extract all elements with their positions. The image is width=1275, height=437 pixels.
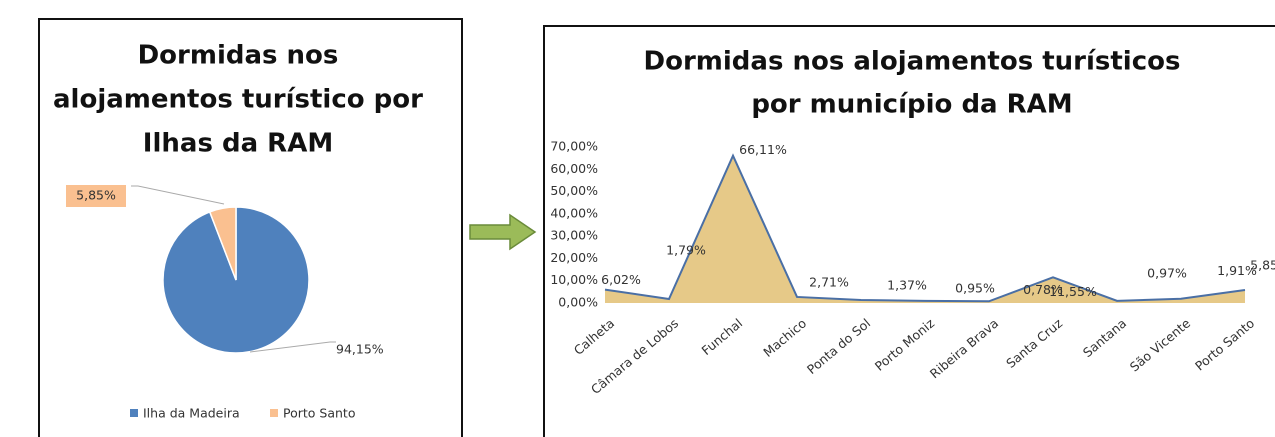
data-label: 5,85% [76,188,116,203]
legend-label: Porto Santo [283,406,355,421]
area [605,155,1245,303]
y-tick-label: 30,00% [550,228,598,243]
data-label: 0,95% [955,280,995,295]
data-label: 94,15% [336,342,384,357]
arrow [469,213,537,251]
chart-title: Dormidas nos alojamentos turísticos [644,47,1181,77]
chart-title: alojamentos turístico por [53,85,423,115]
leader-line [131,185,225,205]
data-label: 5,85% [1250,257,1275,272]
label-box [66,185,126,207]
data-label: 6,02% [601,272,641,287]
data-label: 0,97% [1147,265,1187,280]
legend-swatch [130,409,138,417]
data-label: 1,37% [887,277,927,292]
y-tick-label: 20,00% [550,250,598,265]
y-tick-label: 10,00% [550,272,598,287]
y-tick-label: 50,00% [550,183,598,198]
data-label: 2,71% [809,274,849,289]
data-label: 66,11% [739,142,787,157]
area-line [604,153,1246,303]
leader-line [249,341,336,353]
data-label: 11,55% [1049,284,1097,299]
y-tick-label: 40,00% [550,205,598,220]
data-label: 1,79% [666,243,706,258]
data-label: 1,91% [1217,263,1257,278]
pie-slice [208,206,237,281]
area-panel [543,25,1275,437]
y-tick-label: 0,00% [558,295,598,310]
y-tick-label: 60,00% [550,161,598,176]
y-tick-label: 70,00% [550,139,598,154]
chart-title: Ilhas da RAM [143,129,333,159]
chart-title: Dormidas nos [138,41,339,71]
legend-swatch [270,409,278,417]
data-label: 0,78% [1023,282,1063,297]
chart-title: por município da RAM [751,90,1072,120]
legend-label: Ilha da Madeira [143,406,240,421]
